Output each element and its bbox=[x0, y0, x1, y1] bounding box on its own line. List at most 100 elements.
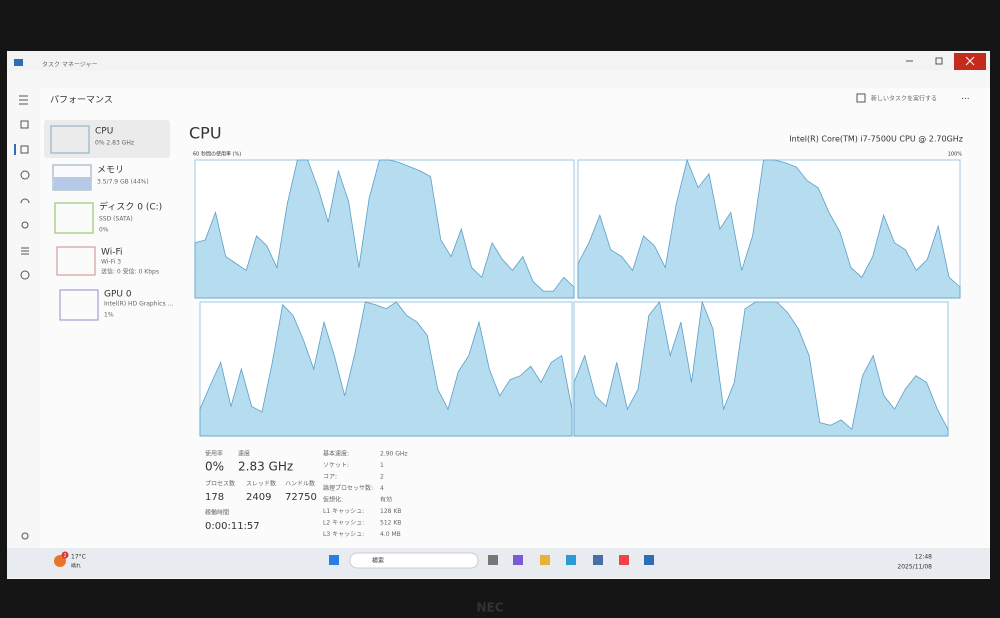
app-icon bbox=[14, 59, 23, 66]
title-bar bbox=[7, 51, 990, 71]
sidebar-detail: 1% bbox=[104, 312, 114, 319]
nav-services[interactable] bbox=[20, 270, 30, 280]
sidebar-detail: Wi-Fi 3 bbox=[101, 259, 121, 266]
spec-label: コア: bbox=[323, 474, 337, 481]
spec-label: 仮想化: bbox=[323, 496, 343, 504]
nav-startup[interactable] bbox=[20, 198, 30, 204]
nav-processes[interactable] bbox=[20, 120, 29, 129]
run-task-icon bbox=[856, 93, 866, 103]
stat-value: 0% bbox=[205, 460, 224, 474]
spec-label: ソケット: bbox=[323, 462, 349, 469]
spec-label: 基本速度: bbox=[323, 450, 349, 458]
nav-icons bbox=[14, 95, 30, 540]
sidebar-name[interactable]: メモリ bbox=[97, 166, 124, 176]
brand: NEC bbox=[476, 601, 503, 615]
clock-date: 2025/11/08 bbox=[897, 564, 932, 571]
app-taskmanager[interactable] bbox=[644, 555, 654, 565]
spec-value: 4.0 MB bbox=[380, 531, 401, 538]
spec-value: 1 bbox=[380, 462, 384, 469]
nav-performance[interactable] bbox=[20, 145, 29, 154]
app-taskview[interactable] bbox=[488, 555, 498, 565]
specs: 基本速度: 2.90 GHz ソケット: 1 コア: 2 論理プロセッサ数: 4 仮想化: 有効 L… bbox=[323, 450, 408, 539]
sidebar-detail: 0% bbox=[99, 227, 109, 234]
app-edge[interactable] bbox=[566, 555, 576, 565]
nav-selected bbox=[14, 144, 16, 155]
spec-label: 論理プロセッサ数: bbox=[323, 484, 373, 492]
stat-value: 0:00:11:57 bbox=[205, 521, 260, 532]
spec-value: 2 bbox=[380, 474, 384, 481]
cpu-usage-area bbox=[194, 159, 575, 299]
spec-value: 2.90 GHz bbox=[380, 451, 408, 458]
search-text: 検索 bbox=[372, 557, 384, 565]
thumb-memory-fill bbox=[54, 177, 91, 190]
app-copilot[interactable] bbox=[513, 555, 523, 565]
sidebar-detail: SSD (SATA) bbox=[99, 216, 133, 223]
stat-value: 72750 bbox=[285, 492, 317, 503]
menu-icon[interactable] bbox=[19, 95, 28, 105]
close-icon bbox=[965, 56, 975, 66]
run-task-button[interactable]: 新しいタスクを実行する bbox=[871, 95, 937, 103]
graph-max: 100% bbox=[948, 152, 963, 158]
sidebar-name[interactable]: GPU 0 bbox=[104, 290, 132, 300]
thumb-wifi bbox=[56, 246, 96, 276]
nav-settings[interactable] bbox=[21, 532, 29, 540]
stat-label: ハンドル数 bbox=[285, 480, 315, 488]
window-title: タスク マネージャー bbox=[42, 61, 98, 69]
start-button[interactable] bbox=[329, 555, 339, 565]
sidebar: CPU 0% 2.83 GHz メモリ 3.5/7.9 GB (44%) ディスク 0 … bbox=[95, 127, 173, 319]
spec-value: 512 KB bbox=[380, 520, 401, 527]
clock-time: 12:48 bbox=[915, 554, 932, 561]
weather-icon bbox=[54, 555, 66, 567]
cpu-usage-area bbox=[577, 158, 961, 299]
nav-users[interactable] bbox=[21, 221, 29, 229]
thumb-cpu bbox=[50, 125, 90, 154]
stat-value: 2409 bbox=[246, 492, 271, 503]
app-media[interactable] bbox=[619, 555, 629, 565]
spec-value: 有効 bbox=[380, 496, 392, 504]
nav-history[interactable] bbox=[20, 170, 30, 180]
sidebar-detail: 0% 2.83 GHz bbox=[95, 140, 134, 147]
badge-dot bbox=[61, 551, 69, 559]
spec-value: 4 bbox=[380, 485, 384, 492]
sidebar-detail: 送信: 0 受信: 0 Kbps bbox=[101, 268, 159, 276]
spec-value: 128 KB bbox=[380, 508, 401, 515]
stat-label: 速度 bbox=[238, 450, 250, 458]
stat-value: 178 bbox=[205, 492, 224, 503]
spec-label: L3 キャッシュ: bbox=[323, 531, 364, 538]
app-explorer[interactable] bbox=[540, 555, 550, 565]
stat-value: 2.83 GHz bbox=[238, 460, 293, 474]
spec-label: L1 キャッシュ: bbox=[323, 508, 364, 515]
sidebar-selected bbox=[44, 120, 170, 158]
sidebar-name[interactable]: ディスク 0 (C:) bbox=[99, 201, 162, 213]
page-title: パフォーマンス bbox=[50, 95, 113, 106]
sidebar-thumbnails bbox=[50, 125, 99, 321]
sidebar-detail: 3.5/7.9 GB (44%) bbox=[97, 179, 149, 186]
more-button[interactable]: ··· bbox=[961, 95, 970, 105]
taskbar-apps bbox=[488, 555, 654, 565]
app-store[interactable] bbox=[593, 555, 603, 565]
maximize-button[interactable] bbox=[935, 57, 943, 65]
taskbar bbox=[7, 548, 990, 578]
spec-label: L2 キャッシュ: bbox=[323, 520, 364, 527]
cpu-model: Intel(R) Core(TM) i7-7500U CPU @ 2.70GHz bbox=[789, 135, 963, 144]
stat-label: 稼働時間 bbox=[205, 509, 229, 517]
stat-label: 使用率 bbox=[205, 450, 223, 458]
sidebar-name[interactable]: Wi-Fi bbox=[101, 248, 122, 258]
stat-label: プロセス数 bbox=[205, 480, 235, 488]
weather: 晴れ bbox=[71, 563, 81, 570]
cpu-graphs bbox=[194, 158, 961, 437]
nav-details[interactable] bbox=[21, 247, 29, 255]
cpu-usage-area bbox=[199, 301, 573, 437]
sidebar-name[interactable]: CPU bbox=[95, 127, 113, 137]
thumb-gpu bbox=[59, 289, 99, 321]
sidebar-detail: Intel(R) HD Graphics ... bbox=[104, 301, 173, 308]
thumb-disk bbox=[54, 202, 94, 234]
search-box[interactable] bbox=[349, 552, 479, 569]
temperature: 17°C bbox=[71, 554, 86, 561]
graph-label: 60 秒間の使用率 (%) bbox=[193, 151, 241, 158]
cpu-title: CPU bbox=[189, 124, 222, 143]
badge: 2 bbox=[63, 553, 66, 559]
stat-label: スレッド数 bbox=[246, 480, 276, 488]
